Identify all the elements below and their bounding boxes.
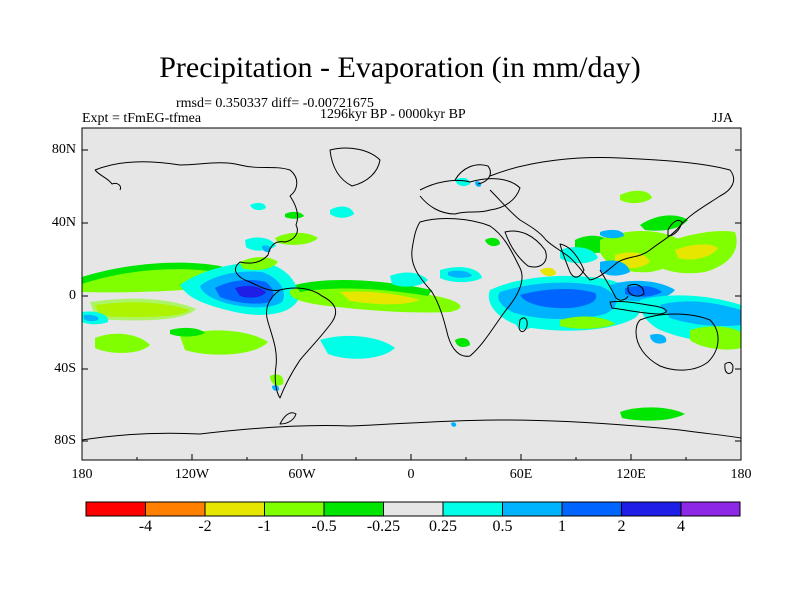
field-caribbean-negative — [240, 257, 278, 270]
plot-title: Precipitation - Evaporation (in mm/day) — [159, 51, 641, 84]
lon-label-0: 0 — [407, 467, 415, 482]
colorbar-label-3: -0.5 — [311, 518, 337, 535]
field-arabian-negative — [540, 267, 556, 277]
lon-label-120w: 120W — [174, 467, 210, 482]
lon-label-60e: 60E — [509, 467, 533, 482]
field-west-africa-positive — [390, 272, 428, 287]
field-australia-positive — [650, 333, 667, 344]
coast-japan — [667, 219, 683, 237]
colorbar-box-8 — [561, 501, 622, 517]
field-south-america-negative — [270, 374, 284, 386]
anomaly-fields — [82, 177, 741, 427]
field-nw-pacific-light — [640, 215, 688, 231]
field-sw-pacific-mid — [660, 301, 741, 327]
colorbar-box-5 — [383, 501, 444, 517]
field-atlantic-itcz-light — [295, 279, 432, 296]
coast-scandinavia — [454, 164, 491, 185]
field-florida-positive — [262, 245, 271, 253]
coast-greenland — [329, 147, 381, 187]
field-atlantic-itcz-strong — [340, 291, 420, 305]
coast-indonesia — [609, 301, 667, 315]
field-south-pacific-3 — [170, 327, 205, 337]
colorbar-box-7 — [502, 501, 563, 517]
coast-australia — [635, 313, 719, 371]
field-indian-south-negative — [560, 316, 615, 329]
field-south-pacific-2 — [180, 330, 268, 355]
colorbar-label-8: 2 — [617, 518, 626, 535]
lat-label-40n: 40N — [51, 215, 76, 230]
coast-antarctic-peninsula — [279, 412, 297, 425]
field-pacific-south-band-edge — [90, 298, 196, 321]
colorbar-label-2: -1 — [257, 518, 272, 535]
field-tibet-positive — [600, 229, 624, 239]
field-south-africa-negative — [455, 337, 470, 348]
field-nw-pacific-strong — [675, 244, 718, 260]
coast-africa — [411, 218, 523, 357]
colorbar-box-2 — [204, 501, 265, 517]
field-tibet-negative — [620, 190, 652, 204]
axis-ticks — [81, 149, 742, 460]
field-south-pacific-1 — [95, 333, 150, 353]
field-central-africa-positive — [448, 270, 472, 278]
coast-new-zealand — [724, 361, 734, 375]
field-indian-ocean-strong — [520, 289, 597, 309]
field-north-atlantic-positive-2 — [250, 202, 266, 211]
coast-arabia — [504, 230, 547, 268]
coast-madagascar — [518, 317, 528, 333]
colorbar-label-4: -0.25 — [366, 518, 401, 535]
field-pacific-itcz-light — [82, 262, 236, 289]
period-label: 1296kyr BP - 0000kyr BP — [320, 107, 466, 122]
field-antarctic-positive — [451, 422, 457, 427]
season-label: JJA — [712, 111, 734, 126]
colorbar-box-3 — [264, 501, 325, 517]
field-north-atlantic-positive — [330, 206, 354, 218]
field-east-africa-negative — [485, 237, 500, 247]
experiment-label: Expt = tFmEG-tfmea — [82, 111, 202, 126]
coast-europe — [419, 178, 521, 215]
colorbar-label-6: 0.5 — [492, 518, 513, 535]
lon-label-120e: 120E — [616, 467, 646, 482]
colorbar-label-5: 0.25 — [429, 518, 457, 535]
coast-north-america — [94, 161, 299, 291]
colorbar-box-9 — [621, 501, 682, 517]
colorbar-box-10 — [680, 501, 741, 517]
field-india-positive — [560, 247, 598, 264]
colorbar-label-7: 1 — [558, 518, 566, 535]
colorbar-label-0: -4 — [138, 518, 153, 535]
field-southern-ocean-negative — [620, 407, 685, 421]
colorbar — [85, 501, 741, 517]
coast-antarctica — [81, 419, 742, 441]
coast-southeast-asia — [599, 269, 629, 301]
coast-south-america — [266, 287, 337, 399]
coastlines — [81, 147, 742, 441]
colorbar-label-9: 4 — [677, 518, 685, 535]
lon-label-180w: 180 — [71, 467, 93, 482]
field-south-atlantic-positive — [320, 335, 395, 359]
field-sw-pacific-negative — [690, 326, 741, 350]
coast-asia — [489, 157, 735, 281]
lat-label-eq: 0 — [69, 288, 76, 303]
field-west-pacific-positive-2 — [84, 314, 99, 322]
field-south-china-positive — [600, 260, 630, 276]
coast-india — [559, 243, 585, 278]
colorbar-box-4 — [323, 501, 384, 517]
colorbar-label-1: -2 — [198, 518, 212, 535]
stats-label: rmsd= 0.350337 diff= -0.00721675 — [176, 96, 374, 111]
colorbar-box-6 — [442, 501, 503, 517]
field-north-america-negative-2 — [285, 211, 304, 219]
coast-borneo — [627, 283, 645, 297]
field-east-pacific-positive-max — [235, 285, 266, 298]
lat-label-80s: 80S — [54, 433, 76, 448]
lat-label-40s: 40S — [54, 361, 76, 376]
lon-label-60w: 60W — [288, 467, 316, 482]
coast-alaska — [94, 169, 121, 191]
lon-label-180e: 180 — [730, 467, 752, 482]
colorbar-box-1 — [145, 501, 206, 517]
colorbar-box-0 — [85, 501, 146, 517]
lat-label-80n: 80N — [51, 142, 76, 157]
